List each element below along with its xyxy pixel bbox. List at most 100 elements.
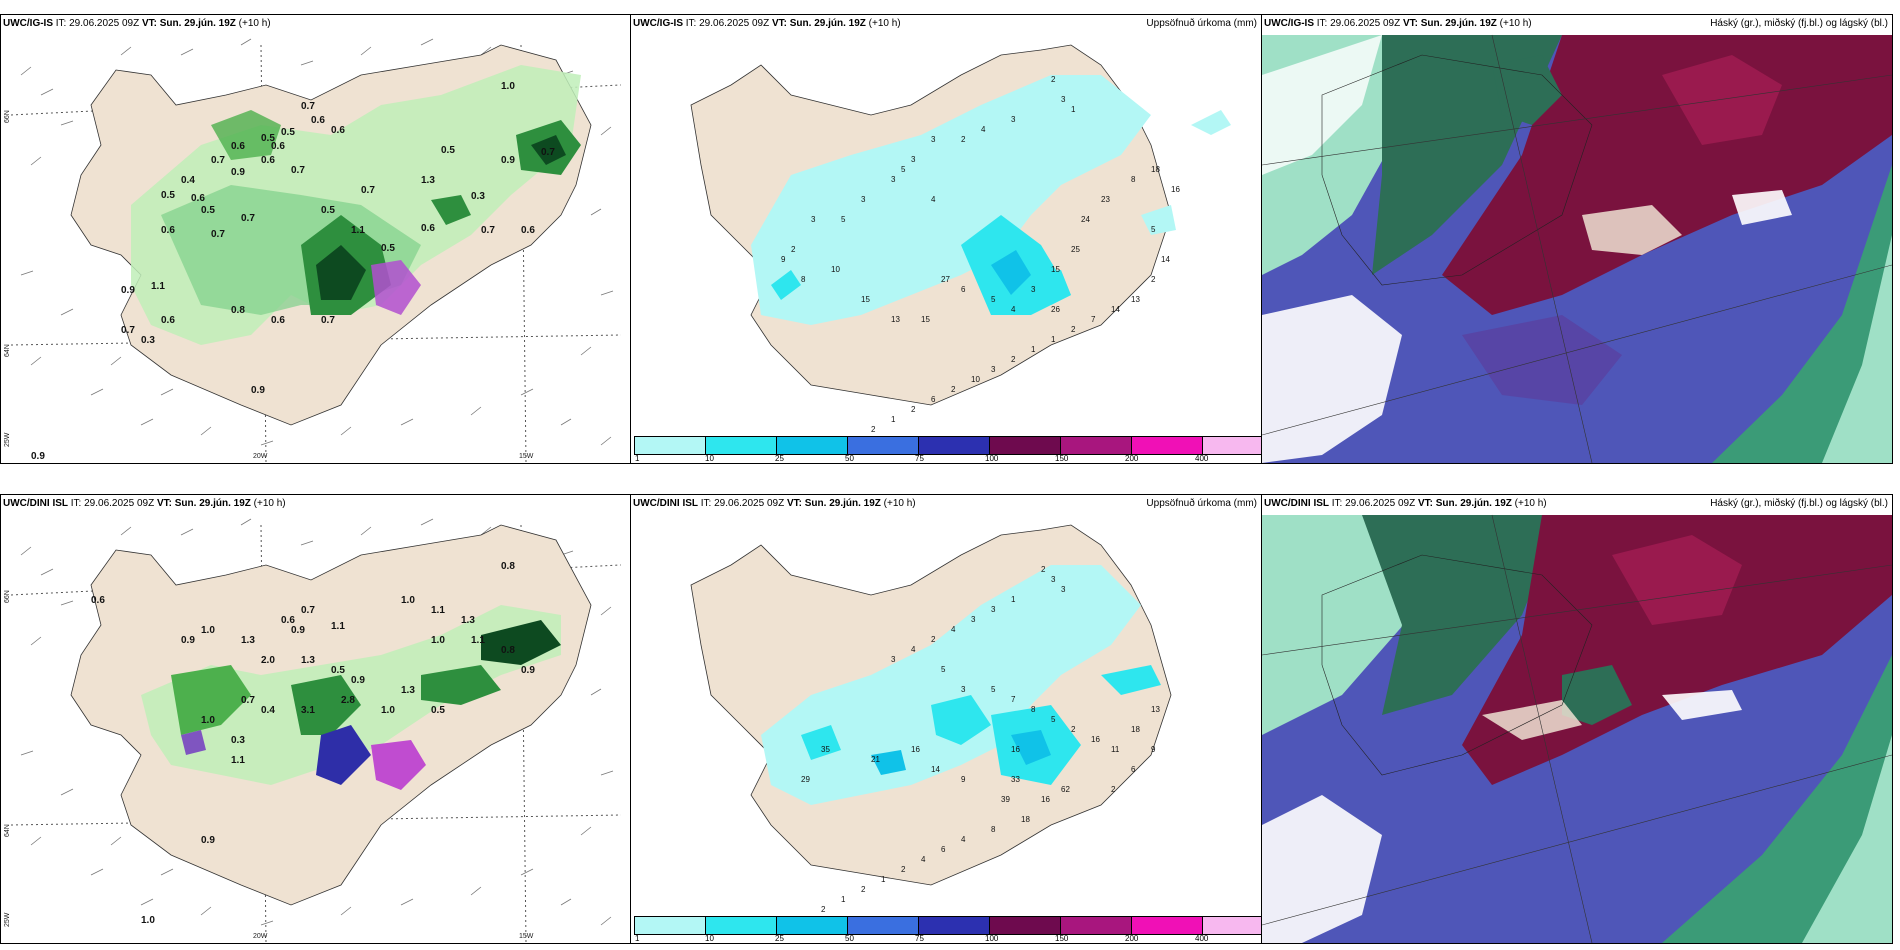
rain-value-label: 0.7 xyxy=(121,325,135,336)
rain-value-label: 2.0 xyxy=(261,655,275,666)
colorbar-tick-label: 400 xyxy=(1195,454,1209,463)
colorbar-tick-label: 100 xyxy=(985,454,999,463)
precip-value-label: 4 xyxy=(951,625,956,634)
rain-wind-map xyxy=(10,38,622,463)
lon-label-20w: 20W xyxy=(253,933,268,940)
precip-value-label: 16 xyxy=(1091,735,1100,744)
colorbar-swatch xyxy=(990,437,1061,454)
rain-value-label: 0.6 xyxy=(231,141,245,152)
precip-value-label: 14 xyxy=(1161,255,1170,264)
rain-value-label: 0.9 xyxy=(251,385,265,396)
precip-value-label: 16 xyxy=(1171,185,1180,194)
lat-label-64n: 64N xyxy=(4,824,11,837)
precip-value-label: 15 xyxy=(861,295,870,304)
precip-value-label: 6 xyxy=(941,845,946,854)
colorbar-swatch xyxy=(1132,917,1203,934)
precip-colorbar xyxy=(634,916,1261,935)
precip-value-label: 8 xyxy=(991,825,996,834)
lat-label-64n: 64N xyxy=(4,344,11,357)
precip-value-label: 3 xyxy=(991,365,996,374)
rain-value-label: 0.6 xyxy=(331,125,345,136)
rain-value-label: 0.6 xyxy=(271,315,285,326)
precip-value-label: 3 xyxy=(911,155,916,164)
lat-label-66n: 66N xyxy=(4,590,11,603)
precip-title: Uppsöfnuð úrkoma (mm) xyxy=(1146,18,1257,29)
precip-value-label: 14 xyxy=(1111,305,1120,314)
rain-value-label: 0.6 xyxy=(161,315,175,326)
rain-value-label: 1.3 xyxy=(401,685,415,696)
precip-value-label: 1 xyxy=(881,875,886,884)
precip-value-label: 5 xyxy=(901,165,906,174)
precip-value-label: 1 xyxy=(841,895,846,904)
rain-value-label: 3.1 xyxy=(301,705,315,716)
lat-label-66n: 66N xyxy=(4,110,11,123)
precip-value-label: 3 xyxy=(1061,95,1066,104)
rain-value-label: 0.5 xyxy=(441,145,455,156)
precip-value-label: 1 xyxy=(891,415,896,424)
panel-title: UWC/IG-IS IT: 29.06.2025 09Z VT: Sun. 29… xyxy=(3,18,271,29)
precip-value-label: 2 xyxy=(1151,275,1156,284)
rain-value-label: 0.7 xyxy=(291,165,305,176)
colorbar-tick-label: 150 xyxy=(1055,454,1069,463)
precip-value-label: 21 xyxy=(871,755,880,764)
precip-value-label: 6 xyxy=(931,395,936,404)
precip-value-label: 2 xyxy=(961,135,966,144)
precip-value-label: 2 xyxy=(791,245,796,254)
rain-value-label: 1.0 xyxy=(141,915,155,926)
colorbar-swatch xyxy=(1203,917,1261,934)
precip-value-label: 2 xyxy=(1041,565,1046,574)
panel-precip-2: UWC/DINI ISL IT: 29.06.2025 09Z VT: Sun.… xyxy=(630,494,1262,944)
rain-value-label: 1.1 xyxy=(151,281,165,292)
precip-value-label: 9 xyxy=(1151,745,1156,754)
panel-title: UWC/IG-IS IT: 29.06.2025 09Z VT: Sun. 29… xyxy=(633,18,901,29)
colorbar-tick-label: 50 xyxy=(845,454,854,463)
rain-wind-map xyxy=(10,518,622,943)
lon-label-20w: 20W xyxy=(253,453,268,460)
rain-value-label: 0.7 xyxy=(301,605,315,616)
rain-value-label: 0.7 xyxy=(211,155,225,166)
rain-value-label: 0.6 xyxy=(281,615,295,626)
rain-value-label: 0.6 xyxy=(161,225,175,236)
precip-value-label: 2 xyxy=(1051,75,1056,84)
rain-value-label: 0.8 xyxy=(501,561,515,572)
precip-value-label: 5 xyxy=(991,295,996,304)
rain-value-label: 0.8 xyxy=(501,645,515,656)
rain-value-label: 0.5 xyxy=(161,190,175,201)
colorbar-swatch xyxy=(990,917,1061,934)
rain-value-label: 1.1 xyxy=(351,225,365,236)
rain-value-label: 0.6 xyxy=(421,223,435,234)
precip-value-label: 10 xyxy=(831,265,840,274)
precip-value-label: 5 xyxy=(841,215,846,224)
rain-value-label: 0.3 xyxy=(471,191,485,202)
rain-value-label: 0.5 xyxy=(331,665,345,676)
precip-value-label: 6 xyxy=(1131,765,1136,774)
rain-value-label: 0.9 xyxy=(351,675,365,686)
precip-value-label: 3 xyxy=(971,615,976,624)
precip-value-label: 4 xyxy=(961,835,966,844)
colorbar-tick-label: 75 xyxy=(915,454,924,463)
rain-value-label: 0.9 xyxy=(501,155,515,166)
precip-value-label: 7 xyxy=(1091,315,1096,324)
panel-cloud-1: UWC/IG-IS IT: 29.06.2025 09Z VT: Sun. 29… xyxy=(1261,14,1893,464)
colorbar-swatch xyxy=(848,437,919,454)
precip-value-label: 13 xyxy=(1131,295,1140,304)
precip-title: Uppsöfnuð úrkoma (mm) xyxy=(1146,498,1257,509)
precip-value-label: 2 xyxy=(911,405,916,414)
precip-value-label: 23 xyxy=(1101,195,1110,204)
rain-value-label: 0.5 xyxy=(281,127,295,138)
rain-value-label: 1.1 xyxy=(431,605,445,616)
precip-value-label: 27 xyxy=(941,275,950,284)
colorbar-tick-label: 1 xyxy=(635,934,640,943)
rain-value-label: 0.8 xyxy=(231,305,245,316)
lon-label-25w: 25W xyxy=(4,432,11,447)
rain-value-label: 0.7 xyxy=(241,213,255,224)
precip-value-label: 39 xyxy=(1001,795,1010,804)
precip-value-label: 3 xyxy=(1031,285,1036,294)
rain-value-label: 0.3 xyxy=(231,735,245,746)
colorbar-swatch xyxy=(919,917,990,934)
precip-value-label: 15 xyxy=(921,315,930,324)
colorbar-swatch xyxy=(1061,437,1132,454)
rain-value-label: 0.5 xyxy=(261,133,275,144)
precip-value-label: 9 xyxy=(781,255,786,264)
rain-value-label: 0.7 xyxy=(481,225,495,236)
